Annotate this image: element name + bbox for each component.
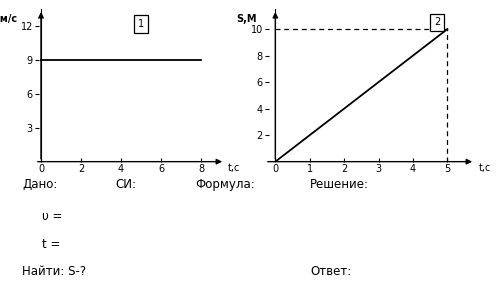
Text: v, м/с: v, м/с bbox=[0, 14, 17, 24]
Text: t,с: t,с bbox=[478, 163, 491, 173]
Text: t =: t = bbox=[42, 238, 61, 251]
Text: Ответ:: Ответ: bbox=[310, 265, 351, 278]
Text: Найти: S-?: Найти: S-? bbox=[22, 265, 86, 278]
Text: Решение:: Решение: bbox=[310, 178, 369, 192]
Text: 1: 1 bbox=[138, 19, 144, 29]
Text: Дано:: Дано: bbox=[22, 178, 58, 192]
Text: t,с: t,с bbox=[228, 163, 240, 174]
Text: υ =: υ = bbox=[42, 210, 63, 224]
Text: S,М: S,М bbox=[236, 14, 256, 24]
Text: 2: 2 bbox=[434, 17, 440, 27]
Text: Формула:: Формула: bbox=[195, 178, 255, 192]
Text: СИ:: СИ: bbox=[115, 178, 136, 192]
